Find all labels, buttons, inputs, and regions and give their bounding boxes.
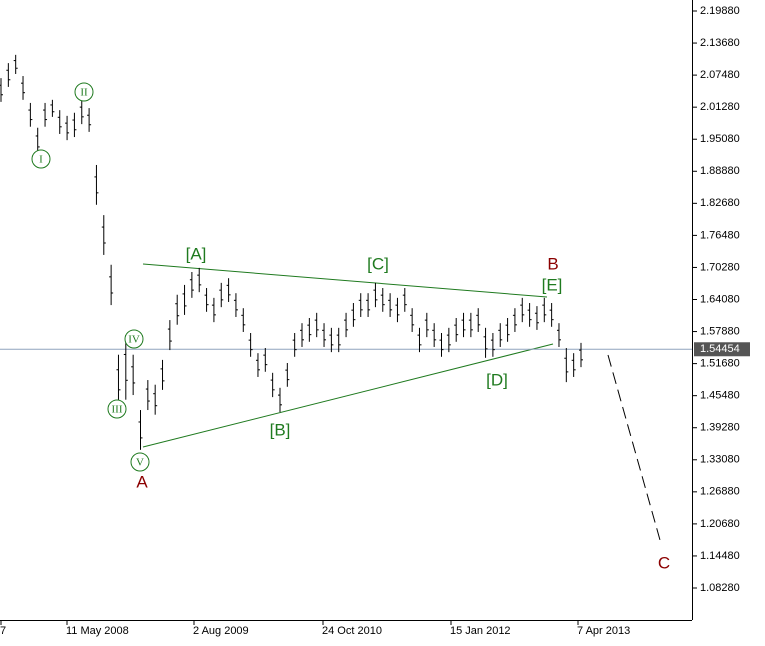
x-tick-label: 15 Jan 2012 [450, 625, 511, 637]
price-label-box [694, 342, 750, 357]
wave-label: C [658, 553, 670, 572]
projection-line [607, 354, 661, 541]
x-tick-label: 24 Oct 2010 [322, 625, 382, 637]
y-tick-label: 1.57880 [700, 325, 740, 337]
y-tick-label: 1.82680 [700, 197, 740, 209]
wave-label: A [136, 472, 148, 491]
wave-label: III [112, 404, 123, 416]
wave-circle [130, 452, 150, 472]
y-tick-label: 2.13680 [700, 37, 740, 49]
y-tick-label: 1.76480 [700, 229, 740, 241]
y-tick-label: 2.19880 [700, 5, 740, 17]
y-tick-label: 1.33080 [700, 454, 740, 466]
wave-label: II [80, 87, 88, 99]
wave-circle [107, 399, 127, 419]
trendline [142, 263, 548, 298]
wave-label: [C] [367, 254, 389, 273]
price-label: 1.54454 [700, 343, 740, 355]
y-tick-label: 1.51680 [700, 358, 740, 370]
y-tick-label: 1.95080 [700, 133, 740, 145]
wave-label: [A] [186, 244, 207, 263]
y-tick-label: 1.39280 [700, 422, 740, 434]
x-tick-label: 7 Apr 2013 [577, 625, 630, 637]
y-tick-label: 1.08280 [700, 582, 740, 594]
y-tick-label: 1.64080 [700, 293, 740, 305]
wave-label: V [136, 457, 144, 469]
y-tick-label: 1.14480 [700, 550, 740, 562]
y-tick-label: 1.20680 [700, 518, 740, 530]
wave-label: [D] [486, 370, 508, 389]
wave-label: IV [128, 334, 140, 346]
wave-circle [31, 149, 51, 169]
wave-label: I [39, 154, 43, 166]
y-tick-label: 2.01280 [700, 101, 740, 113]
wave-label: B [547, 254, 558, 273]
wave-circle [74, 82, 94, 102]
x-tick-label: 2 Aug 2009 [193, 625, 249, 637]
wave-label: [E] [542, 275, 563, 294]
x-tick-label: 7 [0, 625, 6, 637]
y-tick-label: 1.70280 [700, 261, 740, 273]
wave-circle [124, 329, 144, 349]
trendline [142, 343, 554, 448]
y-tick-label: 1.88880 [700, 165, 740, 177]
wave-label: [B] [270, 420, 291, 439]
x-tick-label: 11 May 2008 [66, 625, 129, 637]
y-tick-label: 1.45480 [700, 390, 740, 402]
y-tick-label: 1.26880 [700, 486, 740, 498]
y-tick-label: 2.07480 [700, 69, 740, 81]
